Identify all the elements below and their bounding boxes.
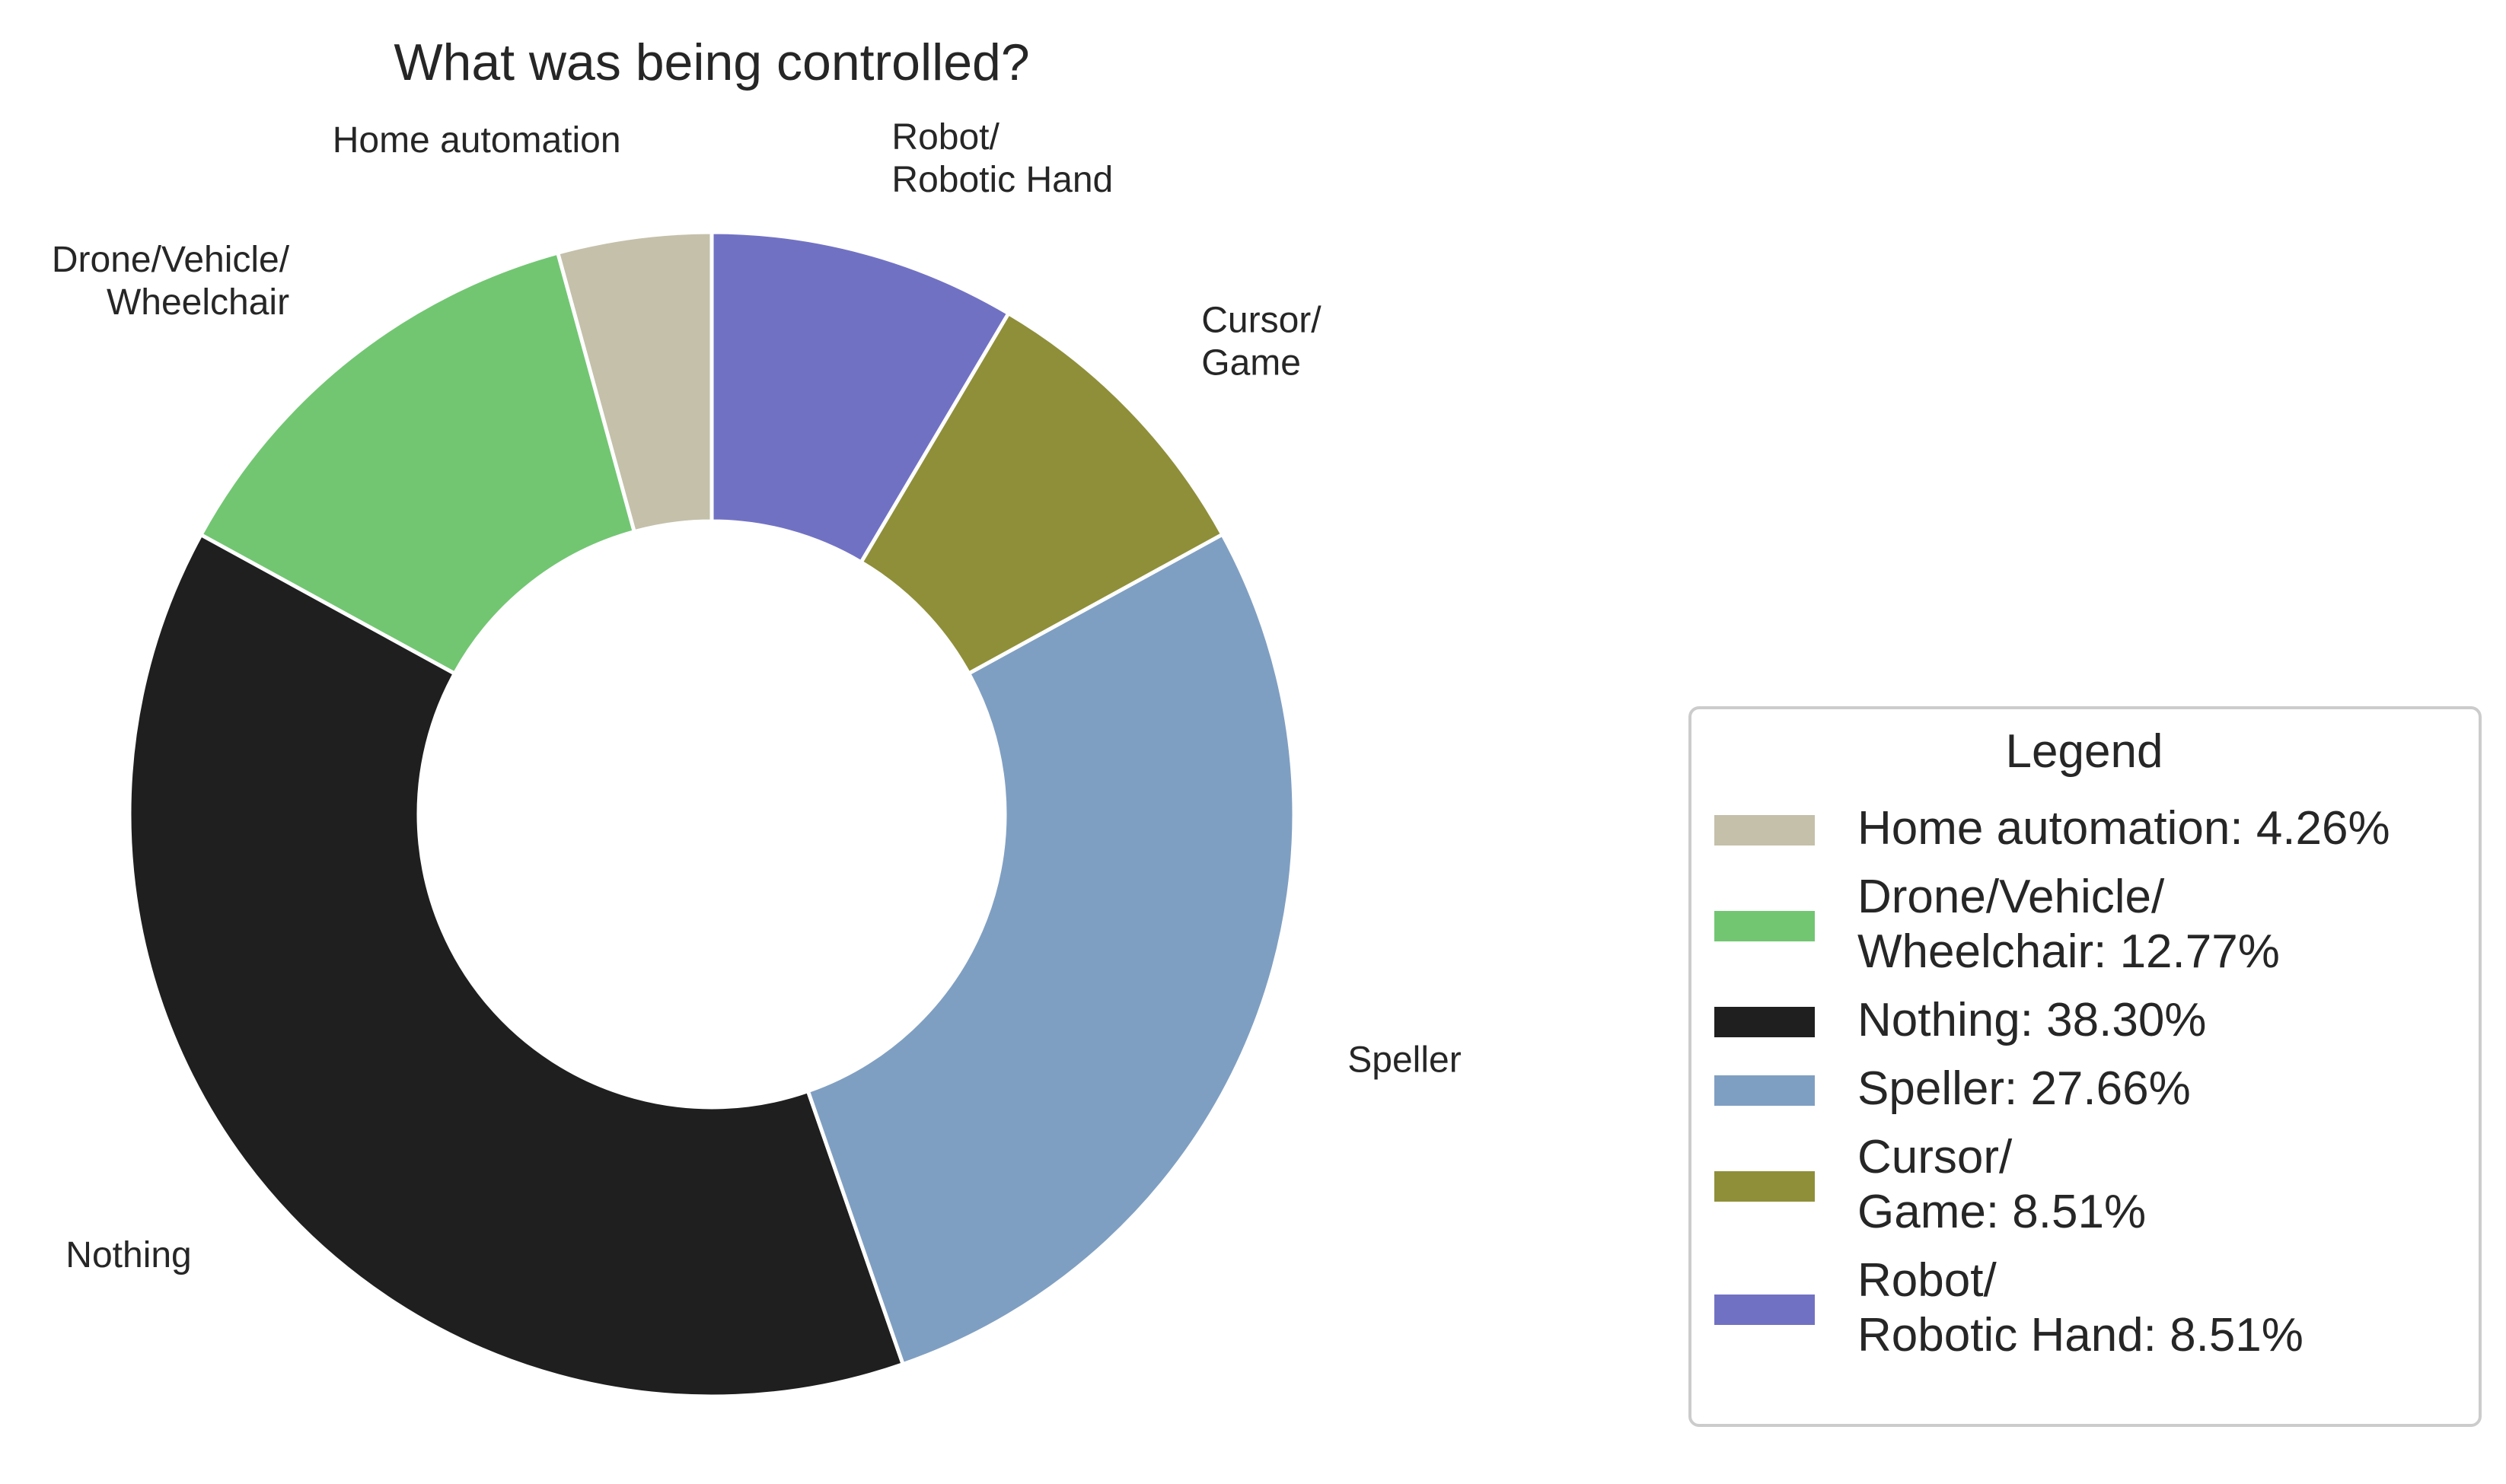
legend-label-speller: Speller: 27.66% xyxy=(1857,1062,2191,1115)
chart-title: What was being controlled? xyxy=(394,33,1029,91)
slice-speller xyxy=(805,532,1296,1367)
legend-label-drone-vehicle-wheelchair: Drone/Vehicle/Wheelchair: 12.77% xyxy=(1857,871,2280,978)
legend: Legend Home automation: 4.26% Drone/Vehic… xyxy=(1688,706,2482,1427)
slice-labels: Home automation Drone/Vehicle/Wheelchair N… xyxy=(52,117,1462,1275)
slice-cursor-game xyxy=(859,311,1225,676)
legend-label-nothing: Nothing: 38.30% xyxy=(1857,994,2206,1046)
slice-label-cursor-game: Cursor/Game xyxy=(1201,301,1322,384)
legend-swatch-nothing xyxy=(1714,1007,1815,1037)
legend-swatch-home-automation xyxy=(1714,815,1815,845)
legend-label-home-automation: Home automation: 4.26% xyxy=(1857,802,2390,855)
legend-label-robot-robotic-hand: Robot/Robotic Hand: 8.51% xyxy=(1857,1254,2304,1361)
slice-label-speller: Speller xyxy=(1347,1040,1461,1080)
legend-label-cursor-game: Cursor/Game: 8.51% xyxy=(1857,1131,2146,1238)
slice-robot-robotic-hand xyxy=(709,230,1011,565)
slice-label-home-automation: Home automation xyxy=(333,120,621,161)
legend-frame xyxy=(1688,706,2482,1427)
slice-label-drone-vehicle-wheelchair: Drone/Vehicle/Wheelchair xyxy=(52,240,290,323)
legend-swatch-robot-robotic-hand xyxy=(1714,1295,1815,1325)
legend-title: Legend xyxy=(2006,725,2163,778)
slice-nothing xyxy=(127,533,905,1399)
legend-swatch-speller xyxy=(1714,1075,1815,1106)
slice-label-nothing: Nothing xyxy=(65,1235,191,1275)
slice-drone-vehicle-wheelchair xyxy=(199,250,636,676)
legend-items: Home automation: 4.26% Drone/Vehicle/Whee… xyxy=(1714,802,2390,1361)
pie-slices xyxy=(127,230,1296,1399)
legend-swatch-drone-vehicle-wheelchair xyxy=(1714,911,1815,941)
legend-swatch-cursor-game xyxy=(1714,1171,1815,1202)
slice-label-robot-robotic-hand: Robot/Robotic Hand xyxy=(891,117,1113,200)
